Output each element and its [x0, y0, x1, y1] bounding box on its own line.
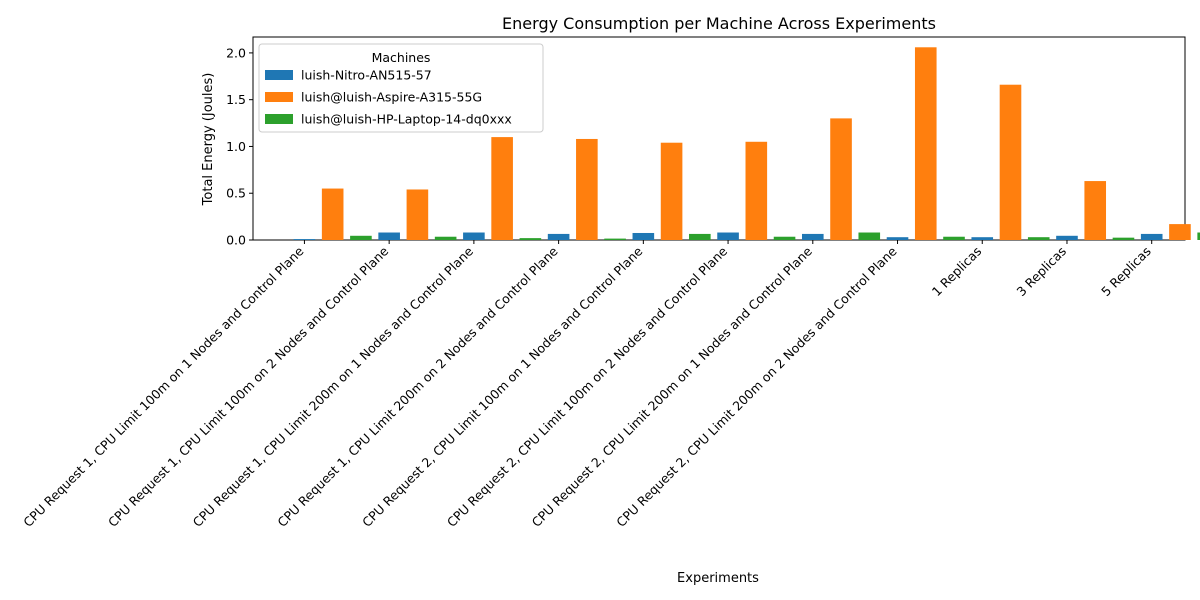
x-tick-label: CPU Request 2, CPU Limit 200m on 2 Nodes…	[613, 243, 900, 530]
y-tick-label: 0.5	[226, 186, 246, 201]
bar	[321, 188, 344, 240]
x-tick-label: 1 Replicas	[929, 244, 985, 300]
legend-entry: luish-Nitro-AN515-57	[301, 68, 432, 83]
x-tick-label: 5 Replicas	[1098, 244, 1154, 300]
bar	[1197, 232, 1200, 240]
bar	[576, 138, 598, 240]
bar	[547, 233, 570, 240]
legend-entry: luish@luish-HP-Laptop-14-dq0xxx	[301, 112, 512, 127]
bar	[519, 238, 542, 240]
bar	[1169, 224, 1191, 240]
y-axis-ticks: 0.0 0.5 1.0 1.5 2.0	[226, 45, 253, 248]
y-tick-label: 1.0	[226, 139, 246, 154]
y-axis-label: Total Energy (Joules)	[201, 73, 216, 207]
bar	[1056, 235, 1078, 240]
legend-title: Machines	[372, 50, 431, 65]
y-tick-label: 0.0	[226, 233, 246, 248]
bar	[378, 232, 400, 240]
legend-swatch	[265, 114, 293, 124]
legend-frame	[258, 43, 544, 133]
bar	[801, 233, 824, 240]
legend: Machines luish-Nitro-AN515-57 luish@luish-…	[258, 43, 544, 133]
bar	[999, 84, 1022, 240]
bar	[914, 47, 937, 241]
bars-group	[293, 47, 1200, 241]
bar	[971, 237, 994, 240]
bar	[773, 236, 796, 240]
y-tick-label: 1.5	[226, 92, 246, 107]
x-tick-label: CPU Request 2, CPU Limit 100m on 2 Nodes…	[444, 243, 731, 530]
bar	[830, 118, 852, 240]
x-tick-label: CPU Request 1, CPU Limit 200m on 1 Nodes…	[190, 243, 477, 530]
x-tick-label: CPU Request 2, CPU Limit 200m on 1 Nodes…	[529, 243, 816, 530]
x-tick-label: CPU Request 1, CPU Limit 100m on 1 Nodes…	[20, 243, 307, 530]
bar	[1027, 237, 1050, 240]
bar	[350, 235, 372, 240]
bar	[660, 142, 683, 240]
bar	[406, 189, 429, 240]
bar	[293, 239, 316, 240]
bar	[886, 237, 909, 240]
bar	[1140, 233, 1163, 240]
x-tick-label: CPU Request 1, CPU Limit 100m on 2 Nodes…	[105, 243, 392, 530]
bar	[604, 238, 626, 240]
bar	[1084, 181, 1107, 240]
bar	[491, 137, 513, 240]
x-tick-label: CPU Request 1, CPU Limit 200m on 2 Nodes…	[274, 243, 561, 530]
bar	[632, 232, 655, 240]
y-tick-label: 2.0	[226, 45, 246, 60]
x-tick-label: 3 Replicas	[1013, 244, 1069, 300]
bar	[689, 233, 711, 240]
bar	[463, 232, 485, 240]
bar	[943, 236, 965, 240]
bar	[858, 232, 881, 240]
legend-entry: luish@luish-Aspire-A315-55G	[301, 90, 482, 105]
bar	[434, 236, 457, 240]
x-tick-label: CPU Request 2, CPU Limit 100m on 1 Nodes…	[359, 243, 646, 530]
bar	[1112, 237, 1135, 240]
x-axis-label: Experiments	[677, 571, 759, 586]
chart-title: Energy Consumption per Machine Across Ex…	[502, 14, 936, 33]
bar	[717, 232, 739, 240]
legend-swatch	[265, 70, 293, 80]
x-axis-ticks: CPU Request 1, CPU Limit 100m on 1 Nodes…	[20, 240, 1154, 530]
bar	[745, 141, 768, 240]
legend-swatch	[265, 92, 293, 102]
